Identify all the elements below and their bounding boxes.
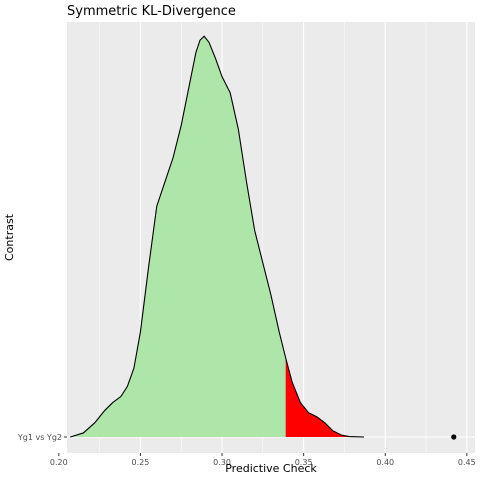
x-tick-label: 0.45 [458,458,476,467]
x-axis-ticks: 0.20 0.25 0.30 0.35 0.40 0.45 [50,453,476,467]
x-tick-label: 0.25 [132,458,150,467]
x-tick-label: 0.30 [213,458,231,467]
x-tick-label: 0.20 [50,458,68,467]
chart-title: Symmetric KL-Divergence [67,4,236,19]
density-curve [70,35,365,438]
observed-point [451,434,457,440]
tail-highlight [285,358,365,437]
x-axis-label: Predictive Check [225,462,317,475]
y-axis-ticks: Yg1 vs Yg2 [17,433,67,442]
x-tick-label: 0.35 [295,458,313,467]
x-tick-label: 0.40 [376,458,394,467]
density-fill [70,36,365,437]
y-category-label: Yg1 vs Yg2 [17,433,62,442]
y-axis-label: Contrast [3,213,16,261]
